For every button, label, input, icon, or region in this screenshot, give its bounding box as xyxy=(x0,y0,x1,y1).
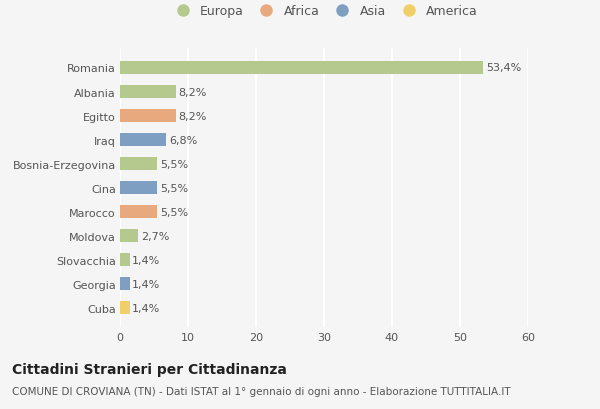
Bar xyxy=(120,277,130,290)
Legend: Europa, Africa, Asia, America: Europa, Africa, Asia, America xyxy=(170,5,478,18)
Bar xyxy=(120,182,157,195)
Bar xyxy=(120,157,157,171)
Text: 8,2%: 8,2% xyxy=(178,87,207,97)
Text: 6,8%: 6,8% xyxy=(169,135,197,145)
Text: 2,7%: 2,7% xyxy=(141,231,169,241)
Text: 1,4%: 1,4% xyxy=(132,303,160,313)
Bar xyxy=(120,62,483,75)
Bar xyxy=(120,110,176,123)
Bar xyxy=(120,134,166,147)
Bar xyxy=(120,254,130,267)
Bar xyxy=(120,301,130,315)
Text: 8,2%: 8,2% xyxy=(178,111,207,121)
Text: 5,5%: 5,5% xyxy=(160,159,188,169)
Bar xyxy=(120,86,176,99)
Text: 5,5%: 5,5% xyxy=(160,207,188,217)
Text: 1,4%: 1,4% xyxy=(132,255,160,265)
Text: 5,5%: 5,5% xyxy=(160,183,188,193)
Bar xyxy=(120,229,139,243)
Text: 53,4%: 53,4% xyxy=(486,63,521,73)
Text: Cittadini Stranieri per Cittadinanza: Cittadini Stranieri per Cittadinanza xyxy=(12,362,287,376)
Bar xyxy=(120,205,157,219)
Text: 1,4%: 1,4% xyxy=(132,279,160,289)
Text: COMUNE DI CROVIANA (TN) - Dati ISTAT al 1° gennaio di ogni anno - Elaborazione T: COMUNE DI CROVIANA (TN) - Dati ISTAT al … xyxy=(12,387,511,396)
